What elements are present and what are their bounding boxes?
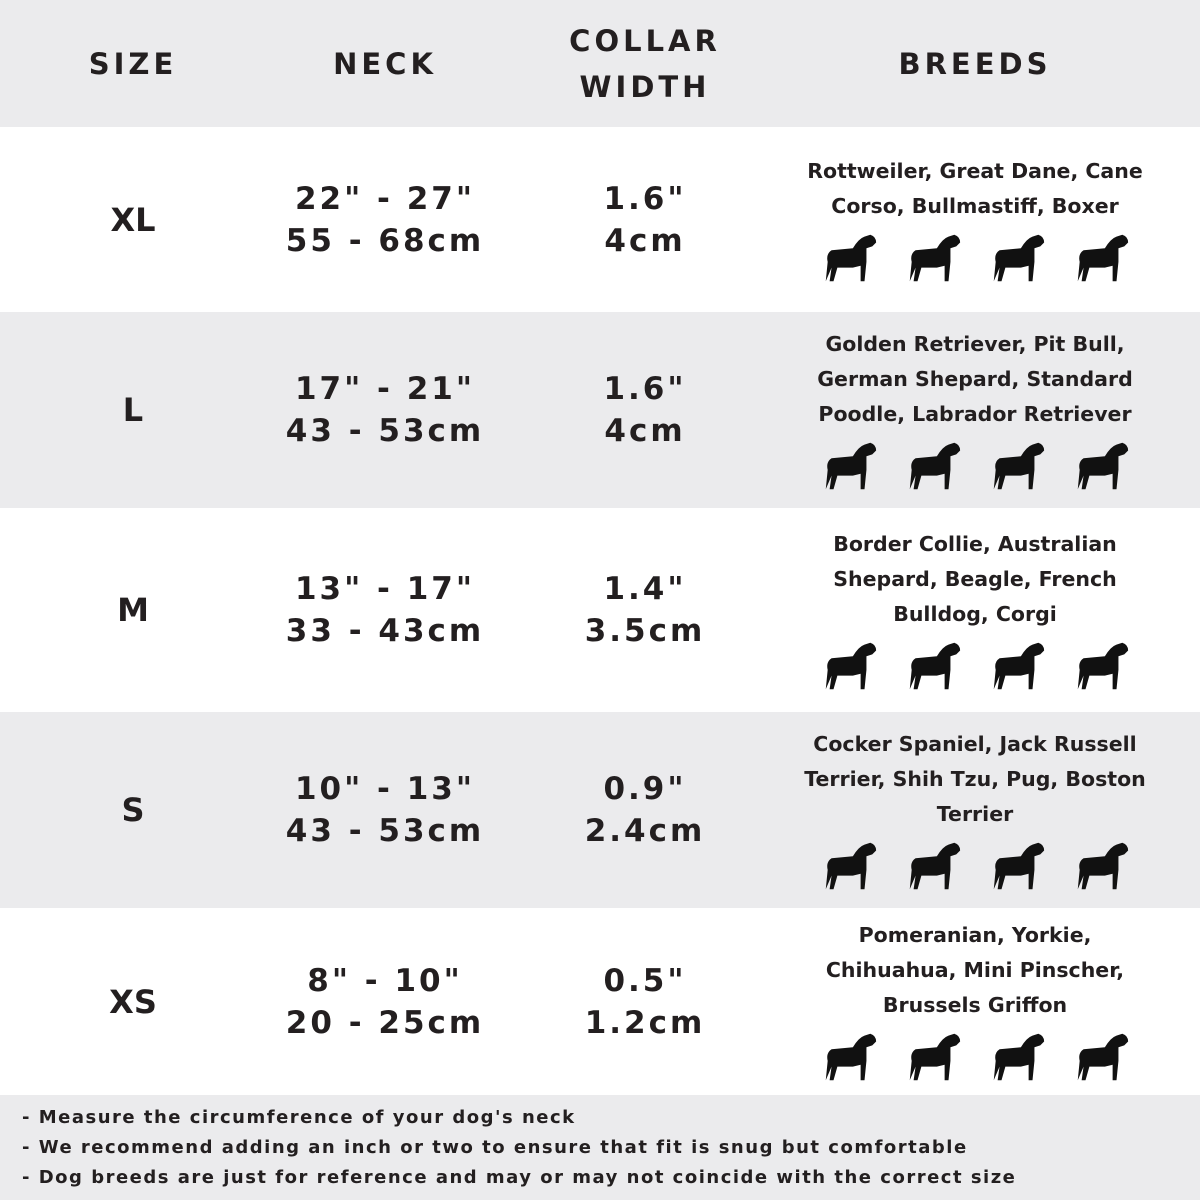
neck-measurement: 13" - 17" 33 - 43cm [255,508,515,712]
pug-silhouette-icon [1077,842,1129,889]
note: - Dog breeds are just for reference and … [22,1167,1017,1188]
header-collar-line1: COLLAR [569,23,721,58]
neck-cm: 20 - 25cm [285,1004,485,1041]
size-label: M [117,591,149,629]
breed-list: Golden Retriever, Pit Bull, German Shepa… [817,331,1133,426]
collar-width: 1.6" 4cm [525,127,765,312]
collar-cm: 4cm [604,222,686,259]
rottweiler-silhouette-icon [825,234,877,281]
note: - We recommend adding an inch or two to … [22,1137,968,1158]
neck-measurement: 17" - 21" 43 - 53cm [255,312,515,508]
mini-pinscher-silhouette-icon [1077,1033,1129,1081]
labrador-silhouette-icon [909,442,961,489]
german-shepherd-silhouette-icon [1077,442,1129,489]
collar-width: 0.5" 1.2cm [525,908,765,1095]
great-dane-silhouette-icon [909,234,961,281]
size-row: XL 22" - 27" 55 - 68cm 1.6" 4cm Rottweiler, G… [0,127,1200,312]
collar-inches: 1.6" [603,371,687,407]
size-label: XL [110,200,156,239]
neck-measurement: 8" - 10" 20 - 25cm [255,908,515,1095]
corgi-silhouette-icon [1077,642,1129,689]
neck-inches: 10" - 13" [294,771,476,807]
collar-inches: 0.9" [603,771,687,807]
neck-inches: 8" - 10" [307,962,463,999]
breed-list: Border Collie, Australian Shepard, Beagl… [833,531,1117,626]
notes-section: - Measure the circumference of your dog'… [0,1095,1200,1200]
french-bulldog-silhouette-icon [993,642,1045,689]
size-row: S 10" - 13" 43 - 53cm 0.9" 2.4cm Cocker Spani… [0,712,1200,908]
pomeranian-silhouette-icon [825,1033,877,1081]
cane-corso-silhouette-icon [993,234,1045,281]
cocker-spaniel-silhouette-icon [825,842,877,889]
breed-icons [818,228,1132,286]
breed-icons [818,636,1132,694]
collar-cm: 3.5cm [584,613,706,649]
poodle-silhouette-icon [993,442,1045,489]
beagle-silhouette-icon [909,642,961,689]
neck-inches: 17" - 21" [294,371,476,407]
header-neck: NECK [333,46,437,81]
neck-measurement: 10" - 13" 43 - 53cm [255,712,515,908]
breed-list: Pomeranian, Yorkie, Chihuahua, Mini Pins… [825,923,1125,1017]
header-size: SIZE [88,46,178,81]
jack-russell-silhouette-icon [909,842,961,889]
breed-list: Rottweiler, Great Dane, Cane Corso, Bull… [807,158,1143,218]
golden-retriever-silhouette-icon [825,442,877,489]
header-collar-line2: WIDTH [579,69,711,104]
header-collar-width: COLLAR WIDTH [525,0,765,127]
yorkie-silhouette-icon [909,1033,961,1081]
collar-cm: 2.4cm [584,813,706,849]
size-label: XS [109,982,157,1021]
breed-icons [818,1027,1132,1085]
breed-list: Cocker Spaniel, Jack Russell Terrier, Sh… [804,731,1146,826]
size-row: XS 8" - 10" 20 - 25cm 0.5" 1.2cm Pomeranian, … [0,908,1200,1095]
collar-width: 0.9" 2.4cm [525,712,765,908]
size-row: M 13" - 17" 33 - 43cm 1.4" 3.5cm Border Colli… [0,508,1200,712]
size-label: S [121,791,145,829]
neck-inches: 22" - 27" [294,180,476,217]
bullmastiff-silhouette-icon [1077,234,1129,281]
size-row: L 17" - 21" 43 - 53cm 1.6" 4cm Golden Retriev… [0,312,1200,508]
breed-icons [818,836,1132,894]
neck-measurement: 22" - 27" 55 - 68cm [255,127,515,312]
neck-inches: 13" - 17" [294,571,476,607]
collar-inches: 1.6" [603,180,687,217]
shih-tzu-silhouette-icon [993,842,1045,889]
neck-cm: 43 - 53cm [285,413,485,449]
neck-cm: 43 - 53cm [285,813,485,849]
collar-inches: 0.5" [603,962,687,999]
collar-cm: 4cm [604,413,686,449]
border-collie-silhouette-icon [825,642,877,689]
collar-inches: 1.4" [603,571,687,607]
header-breeds: BREEDS [898,46,1052,81]
size-label: L [122,391,144,429]
breed-icons [818,436,1132,494]
chihuahua-silhouette-icon [993,1033,1045,1081]
table-header: SIZE NECK COLLAR WIDTH BREEDS [0,0,1200,127]
neck-cm: 55 - 68cm [285,222,485,259]
note: - Measure the circumference of your dog'… [22,1107,576,1128]
collar-width: 1.6" 4cm [525,312,765,508]
collar-width: 1.4" 3.5cm [525,508,765,712]
collar-cm: 1.2cm [584,1004,706,1041]
neck-cm: 33 - 43cm [285,613,485,649]
